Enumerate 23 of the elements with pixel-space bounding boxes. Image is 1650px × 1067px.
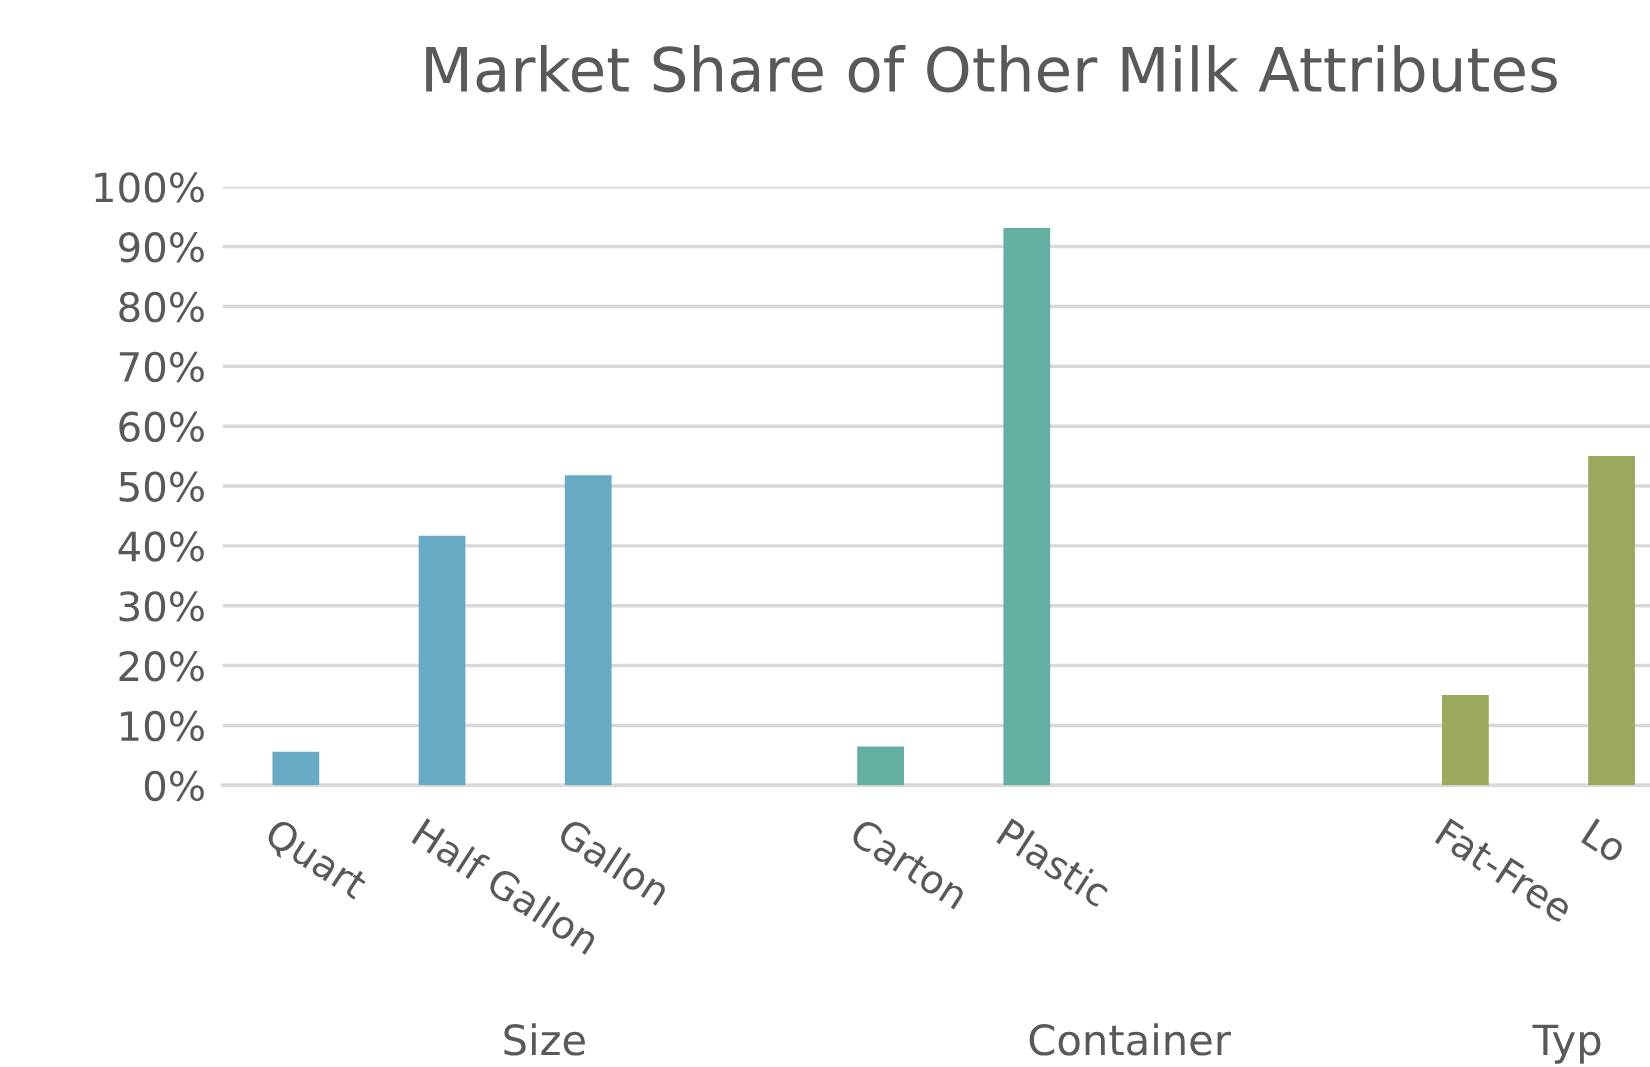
y-tick-label: 50%	[119, 471, 204, 502]
bar	[418, 535, 466, 786]
x-tick-label: Lo	[1580, 818, 1630, 864]
bar	[1588, 456, 1635, 786]
chart-title: Market Share of Other Milk Attributes	[426, 45, 1557, 93]
y-tick-label: 0%	[144, 770, 204, 802]
y-tick-label: 80%	[119, 291, 204, 323]
y-tick-label: 70%	[119, 351, 204, 383]
y-tick-label: 20%	[119, 651, 204, 682]
text: Typ	[1532, 1024, 1601, 1064]
bar	[857, 746, 904, 786]
text: Size	[504, 1023, 585, 1056]
y-tick-label: 30%	[119, 591, 204, 622]
bar	[1441, 694, 1489, 786]
y-tick-label: 40%	[118, 531, 204, 562]
y-tick-label: 90%	[119, 231, 204, 263]
y-tick-label: 100%	[95, 172, 204, 203]
bar	[1003, 228, 1051, 786]
text: Container	[1029, 1023, 1231, 1056]
y-tick-label: 10%	[120, 710, 204, 742]
bar	[564, 475, 612, 786]
bar	[272, 751, 320, 786]
y-tick-label: 60%	[119, 411, 204, 443]
